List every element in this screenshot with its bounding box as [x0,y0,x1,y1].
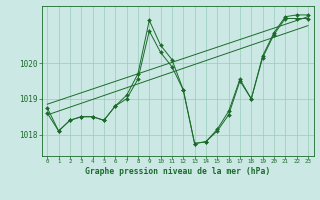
X-axis label: Graphe pression niveau de la mer (hPa): Graphe pression niveau de la mer (hPa) [85,167,270,176]
